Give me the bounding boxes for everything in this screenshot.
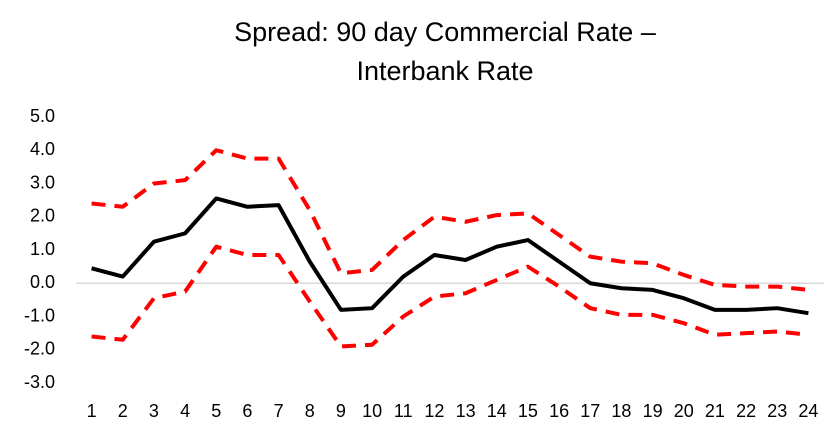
x-tick-label: 16 — [549, 401, 569, 421]
x-tick-label: 5 — [211, 401, 221, 421]
y-tick-label: 3.0 — [30, 172, 55, 192]
x-tick-label: 10 — [362, 401, 382, 421]
x-tick-label: 8 — [305, 401, 315, 421]
line — [91, 196, 809, 316]
x-tick-label: 23 — [767, 401, 787, 421]
line — [91, 148, 809, 292]
y-tick-label: 0.0 — [30, 272, 55, 292]
x-tick-label: 20 — [674, 401, 694, 421]
y-tick-label: -1.0 — [24, 305, 55, 325]
y-tick-label: 5.0 — [30, 106, 55, 126]
x-tick-label: 2 — [118, 401, 128, 421]
x-tick-label: 22 — [736, 401, 756, 421]
x-tick-label: 7 — [274, 401, 284, 421]
x-tick-label: 6 — [242, 401, 252, 421]
x-tick-label: 3 — [149, 401, 159, 421]
x-tick-label: 13 — [456, 401, 476, 421]
x-tick-label: 11 — [394, 401, 413, 421]
x-tick-label: 24 — [798, 401, 818, 421]
x-tick-label: 19 — [643, 401, 663, 421]
x-tick-label: 15 — [518, 401, 538, 421]
x-tick-label: 18 — [611, 401, 631, 421]
y-tick-label: -2.0 — [24, 339, 55, 359]
y-tick-label: 4.0 — [30, 139, 55, 159]
x-tick-label: 1 — [87, 401, 97, 421]
chart-title: Interbank Rate — [356, 56, 533, 86]
y-tick-label: 2.0 — [30, 206, 55, 226]
line — [91, 244, 809, 349]
x-tick-label: 21 — [705, 401, 725, 421]
y-tick-label: 1.0 — [30, 239, 55, 259]
y-tick-label: -3.0 — [24, 372, 55, 392]
x-tick-label: 17 — [580, 401, 600, 421]
chart-title: Spread: 90 day Commercial Rate – — [234, 17, 656, 47]
x-tick-label: 12 — [424, 401, 444, 421]
x-tick-label: 9 — [336, 401, 346, 421]
x-tick-label: 4 — [180, 401, 190, 421]
x-tick-label: 14 — [487, 401, 507, 421]
